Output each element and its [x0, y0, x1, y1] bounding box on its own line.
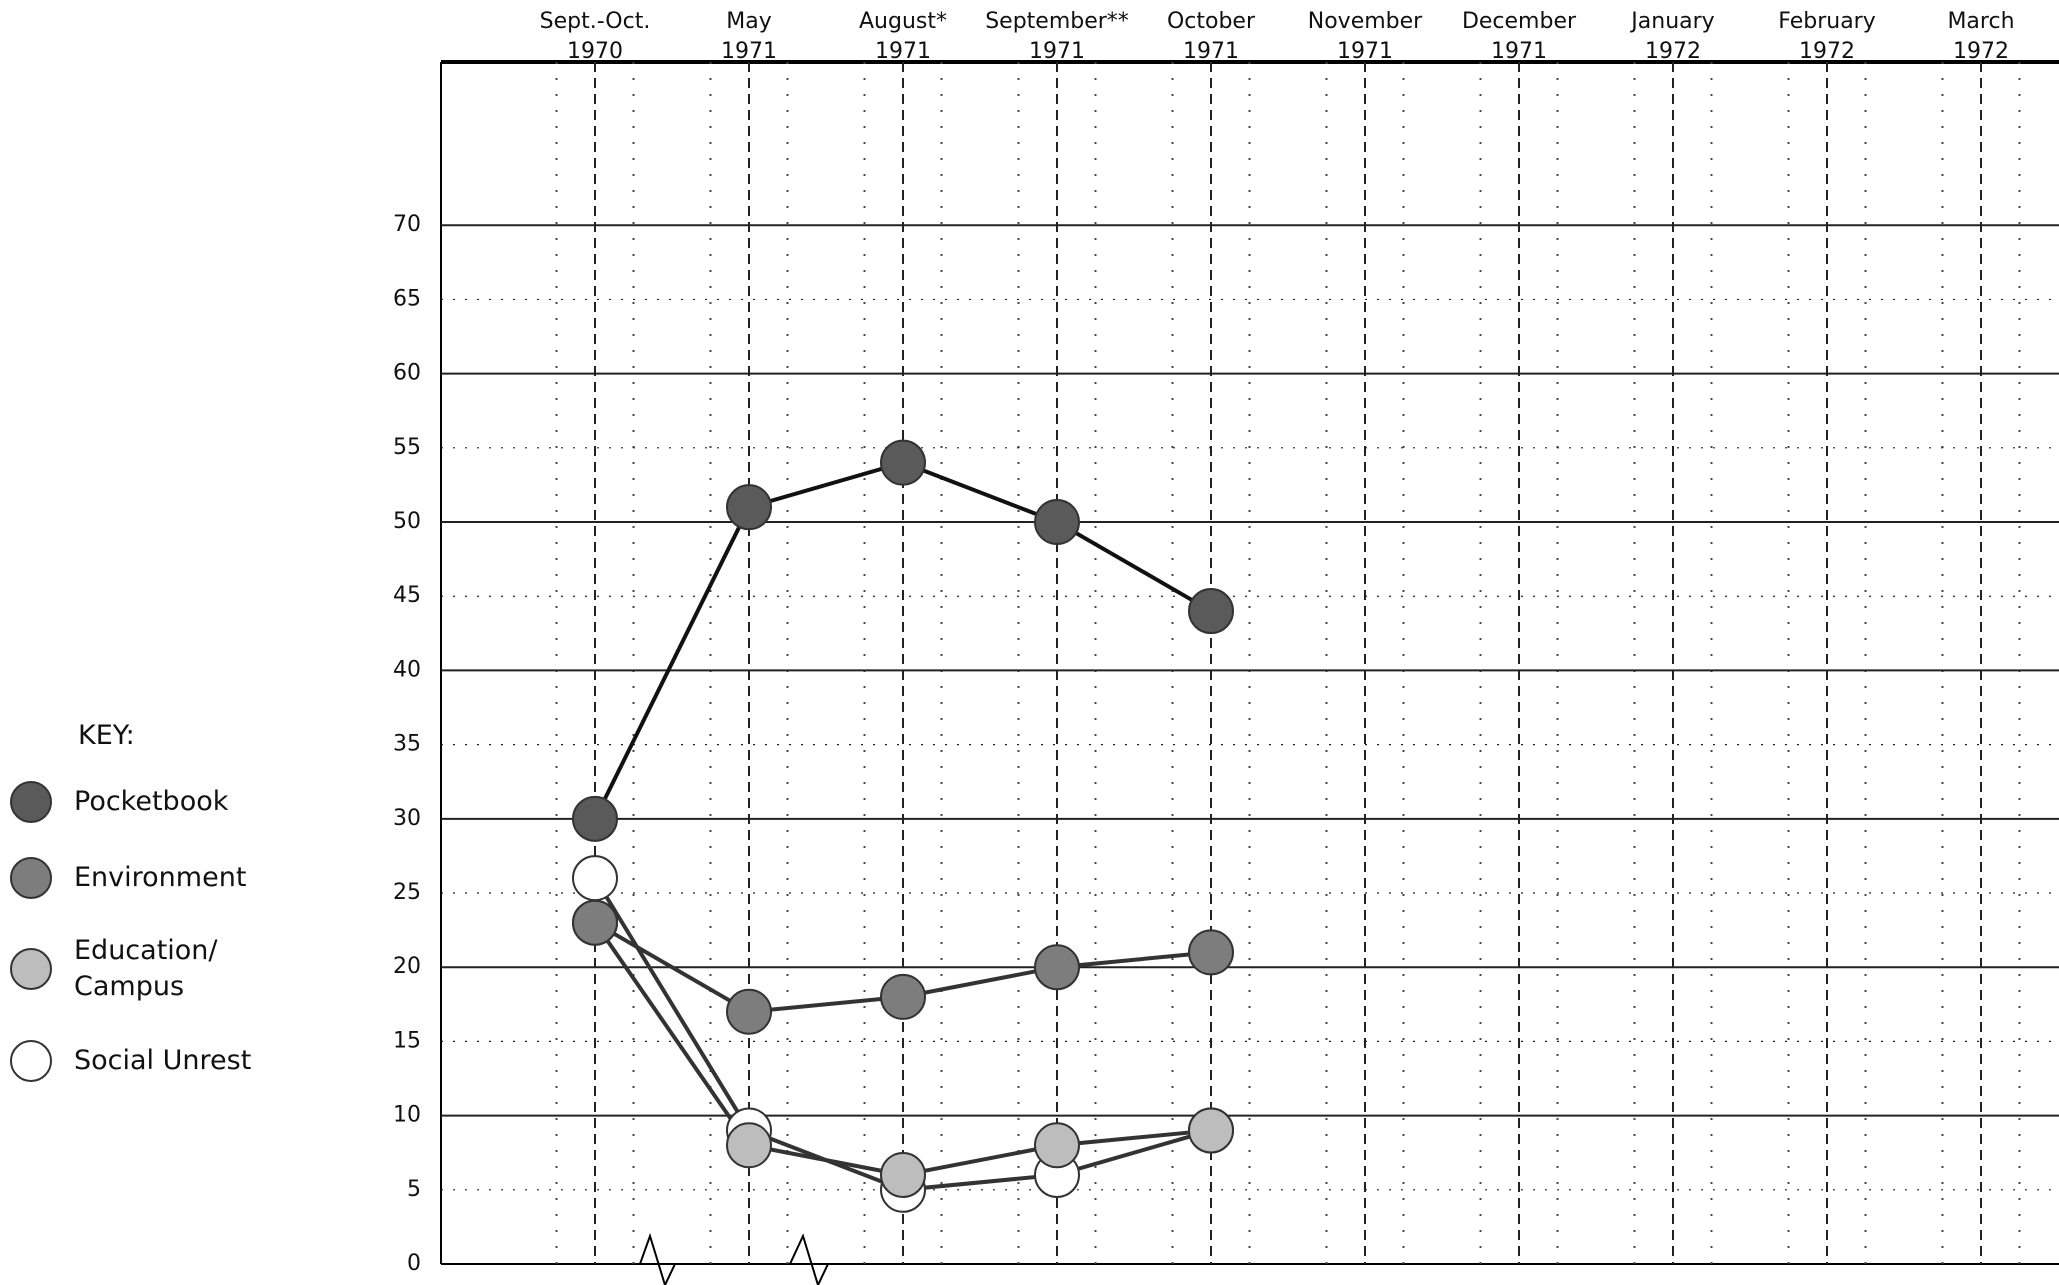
- y-tick-label: 55: [393, 435, 421, 460]
- legend-marker: [10, 781, 52, 823]
- data-point: [726, 1122, 772, 1169]
- legend-label: Social Unrest: [74, 1044, 252, 1076]
- x-tick-label: 1972: [1645, 39, 1701, 64]
- legend-label: Environment: [74, 861, 247, 893]
- y-tick-label: 35: [393, 732, 421, 757]
- x-tick-label: 1971: [875, 39, 931, 64]
- y-tick-label: 0: [407, 1251, 421, 1276]
- x-tick-label: March: [1947, 9, 2014, 34]
- data-point: [1188, 588, 1234, 635]
- x-tick-label: 1971: [1491, 39, 1547, 64]
- legend-item: Pocketbook: [10, 781, 340, 823]
- y-tick-label: 15: [393, 1028, 421, 1053]
- y-tick-label: 60: [393, 361, 421, 386]
- data-point: [880, 439, 926, 486]
- y-tick-label: 40: [393, 657, 421, 682]
- x-tick-label: February: [1778, 9, 1876, 34]
- x-tick-label: August*: [859, 9, 947, 34]
- y-tick-label: 30: [393, 806, 421, 831]
- x-tick-label: 1971: [1337, 39, 1393, 64]
- x-tick-label: January: [1629, 9, 1714, 34]
- legend-marker: [10, 857, 52, 899]
- y-tick-label: 5: [407, 1177, 421, 1202]
- y-tick-label: 50: [393, 509, 421, 534]
- legend-title: KEY:: [78, 720, 135, 751]
- legend-label: Education/ Campus: [74, 935, 218, 1003]
- x-tick-label: 1972: [1799, 39, 1855, 64]
- y-tick-label: 70: [393, 212, 421, 237]
- legend-marker: [10, 948, 52, 991]
- legend-label: Pocketbook: [74, 785, 229, 817]
- data-point: [1188, 929, 1234, 976]
- y-tick-label: 65: [393, 286, 421, 311]
- x-tick-label: October: [1167, 9, 1256, 34]
- x-tick-label: November: [1308, 9, 1423, 34]
- x-tick-label: September**: [985, 9, 1129, 34]
- x-tick-label: December: [1462, 9, 1577, 34]
- y-tick-label: 10: [393, 1103, 421, 1128]
- y-tick-label: 25: [393, 880, 421, 905]
- legend: KEY: Pocketbook Environment Education/ Cam…: [10, 720, 340, 1116]
- x-tick-label: May: [726, 9, 771, 34]
- x-tick-label: 1970: [567, 39, 623, 64]
- y-tick-label: 20: [393, 954, 421, 979]
- data-point: [1034, 1122, 1080, 1169]
- data-point: [572, 855, 618, 902]
- axis-break: [625, 1232, 829, 1285]
- data-point: [1034, 944, 1080, 991]
- x-tick-label: 1972: [1953, 39, 2009, 64]
- data-point: [726, 484, 772, 531]
- x-tick-label: 1971: [721, 39, 777, 64]
- y-tick-label: 45: [393, 583, 421, 608]
- data-point: [572, 899, 618, 946]
- legend-item: Education/ Campus: [10, 933, 340, 1006]
- legend-item: Social Unrest: [10, 1039, 340, 1082]
- legend-item: Environment: [10, 857, 340, 899]
- x-tick-label: Sept.-Oct.: [540, 9, 651, 34]
- data-point: [880, 1151, 926, 1198]
- data-point: [726, 988, 772, 1035]
- legend-marker: [10, 1039, 52, 1082]
- data-point: [1188, 1107, 1234, 1154]
- data-point: [880, 973, 926, 1020]
- x-tick-label: 1971: [1029, 39, 1085, 64]
- data-point: [572, 795, 618, 842]
- data-point: [1034, 499, 1080, 546]
- x-tick-label: 1971: [1183, 39, 1239, 64]
